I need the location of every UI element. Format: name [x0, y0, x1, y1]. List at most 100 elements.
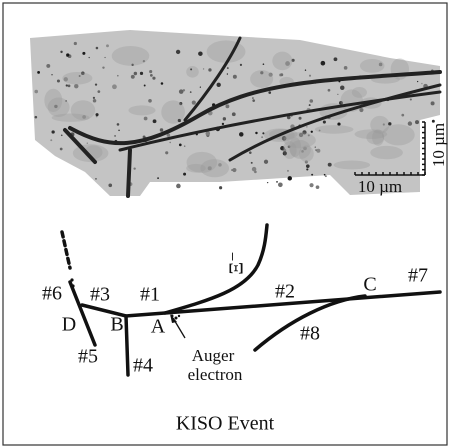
decoration [366, 130, 385, 145]
decoration [226, 67, 229, 69]
decoration [81, 71, 85, 76]
decoration [143, 84, 146, 87]
decoration [116, 123, 120, 126]
decoration [407, 121, 413, 126]
decoration [401, 113, 405, 117]
decoration [160, 82, 164, 85]
decoration [118, 129, 120, 132]
decoration [175, 49, 181, 55]
decoration [285, 61, 290, 66]
decoration [251, 166, 257, 172]
annotation: Auger [192, 346, 235, 365]
decoration [354, 129, 388, 139]
decoration [301, 150, 304, 153]
decoration [382, 124, 415, 146]
decoration [186, 151, 218, 173]
decoration [222, 117, 227, 121]
decoration [322, 120, 326, 124]
decoration [67, 84, 71, 88]
decoration [47, 97, 70, 118]
decoration [359, 107, 364, 113]
decoration [282, 151, 287, 156]
vertex-label: A [151, 316, 166, 338]
track-label: #8 [300, 323, 320, 345]
photo-track [68, 70, 442, 146]
track-diagram [60, 223, 442, 377]
decoration [231, 169, 233, 171]
decoration [289, 137, 302, 157]
decoration [92, 96, 96, 99]
decoration [337, 122, 341, 126]
decoration [88, 56, 90, 59]
decoration [340, 85, 345, 90]
decoration [200, 159, 230, 178]
decoration [218, 163, 222, 167]
decoration [114, 135, 116, 137]
decoration [183, 145, 186, 147]
decoration [252, 97, 254, 99]
decoration [95, 113, 99, 117]
decoration [415, 120, 420, 125]
decoration [157, 177, 159, 179]
decoration [108, 183, 113, 188]
decoration [260, 71, 264, 75]
decoration [286, 115, 291, 120]
decoration [250, 70, 274, 88]
decoration [206, 40, 246, 63]
decoration [59, 147, 63, 151]
decoration [409, 98, 412, 101]
decoration [239, 132, 244, 137]
decoration [248, 151, 252, 154]
decoration [54, 104, 58, 109]
track-label: #7 [408, 265, 428, 287]
decoration [62, 71, 93, 85]
decoration [315, 185, 320, 189]
decoration [252, 99, 256, 102]
decoration [186, 163, 206, 173]
decoration [359, 58, 385, 73]
annotation: electron [188, 365, 243, 384]
decoration [262, 132, 265, 135]
decoration [351, 87, 367, 98]
decoration [73, 41, 77, 46]
decoration [431, 119, 435, 123]
decoration [183, 172, 187, 176]
decoration [190, 68, 193, 71]
decoration [416, 80, 419, 83]
decoration [283, 132, 316, 149]
caption: KISO Event [176, 413, 275, 435]
decoration [131, 63, 134, 67]
scale-label: 10 µm [358, 177, 402, 196]
photo-track [228, 83, 442, 162]
decoration [327, 162, 332, 167]
decoration [304, 69, 307, 71]
track-label: #6 [42, 283, 62, 305]
decoration [276, 181, 278, 183]
decoration [387, 122, 391, 126]
decoration [92, 99, 97, 103]
decoration [272, 51, 293, 71]
decoration [255, 131, 258, 135]
decoration [232, 74, 237, 79]
decoration [308, 74, 312, 77]
decoration [306, 126, 308, 128]
decoration [370, 145, 403, 160]
decoration [262, 63, 265, 66]
decoration [232, 167, 237, 173]
particle-label: Ξ⁻ [226, 251, 248, 274]
decoration [324, 175, 327, 178]
decoration [51, 74, 53, 76]
decoration [370, 115, 390, 134]
decoration [266, 182, 269, 184]
decoration [199, 86, 201, 88]
decoration [280, 73, 284, 77]
decoration [310, 130, 313, 133]
decoration [46, 63, 51, 68]
decoration [44, 88, 63, 113]
decoration [208, 68, 212, 72]
decoration [316, 148, 321, 153]
decoration [299, 145, 314, 162]
decoration [176, 183, 181, 189]
decoration [278, 182, 283, 188]
